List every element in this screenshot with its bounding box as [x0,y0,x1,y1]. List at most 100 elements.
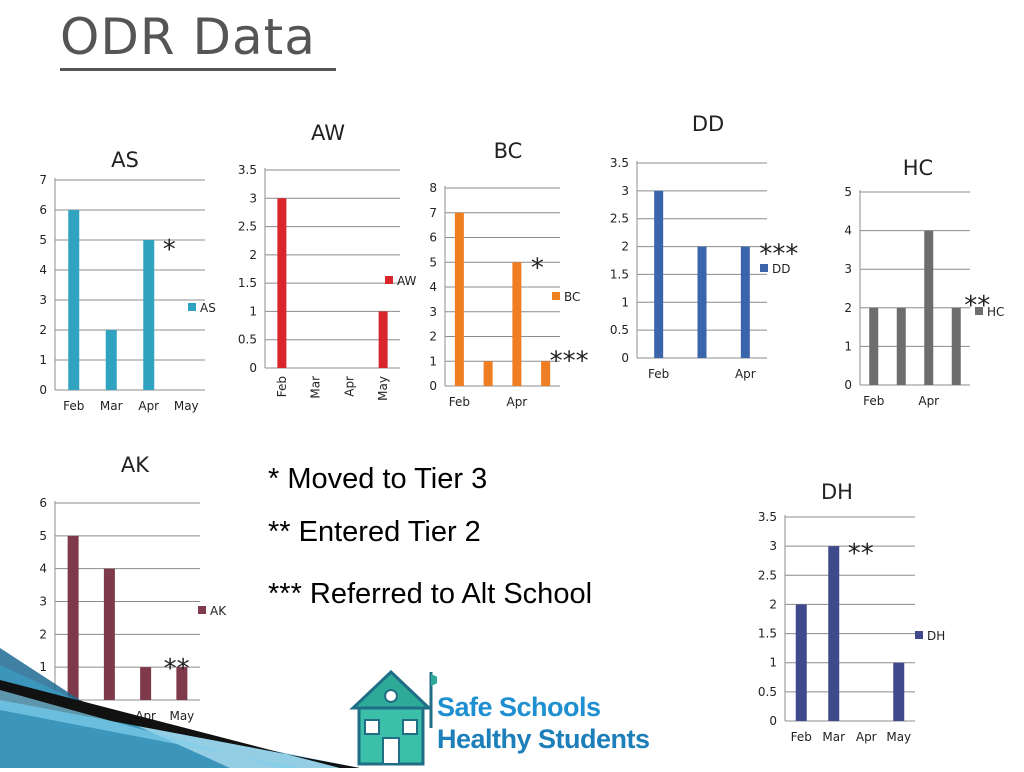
x-tick-label: Feb [63,399,84,413]
y-tick-label: 3 [769,539,777,553]
chart-title: BC [494,139,523,163]
y-tick-label: 0 [621,351,629,365]
y-tick-label: 3 [429,305,437,319]
legend-label: DD [772,262,790,276]
y-tick-label: 1 [844,339,852,353]
y-tick-label: 1.5 [758,627,777,641]
bar-apr [140,667,152,700]
x-tick-label: Apr [856,730,877,744]
legend-swatch [975,307,983,315]
note-alt-school: *** Referred to Alt School [268,578,593,610]
x-tick-label: Feb [449,395,470,409]
bar-feb [277,198,287,368]
y-tick-label: 5 [39,233,47,247]
x-tick-label: May [886,730,911,744]
y-tick-label: 0 [429,379,437,393]
safe-schools-logo: Safe Schools Healthy Students [345,668,650,768]
bar-mar [697,246,707,358]
bar-feb [454,212,464,386]
x-tick-label: Feb [275,376,289,397]
y-tick-label: 2.5 [610,212,629,226]
x-tick-label: Mar [822,730,845,744]
y-tick-label: 4 [39,562,47,576]
title-underline [60,68,336,71]
y-tick-label: 2 [429,330,437,344]
y-tick-label: 6 [39,203,47,217]
bar-feb [869,307,879,385]
y-tick-label: 1 [39,353,47,367]
x-tick-label: Apr [918,394,939,408]
y-tick-label: 1 [621,295,629,309]
x-tick-label: May [174,399,199,413]
x-tick-label: Feb [863,394,884,408]
chart-title: DH [821,480,853,504]
legend-label: AS [200,301,216,315]
chart-as: AS 0 1 2 3 4 5 6 7 Feb Mar Apr May AS * [39,148,216,413]
bar-apr [512,262,522,386]
bar-feb [654,190,664,358]
chart-title: DD [692,112,724,136]
bar-mar [828,546,840,721]
bar-may [951,307,961,385]
bar-mar [105,330,117,390]
note-tier3: * Moved to Tier 3 [268,463,488,495]
y-tick-label: 3 [844,262,852,276]
x-tick-label: Apr [138,399,159,413]
y-tick-label: 3 [39,293,47,307]
legend-label: DH [927,629,945,643]
annotation-asterisk: *** [759,240,798,270]
y-tick-label: 0.5 [758,685,777,699]
y-tick-label: 1.5 [238,276,257,290]
y-tick-label: 5 [39,529,47,543]
annotation-asterisk: ** [964,291,990,321]
x-tick-label: Apr [506,395,527,409]
logo-line2: Healthy Students [437,724,650,754]
legend-swatch [385,276,393,284]
y-tick-label: 4 [844,224,852,238]
y-tick-label: 2 [39,323,47,337]
legend-label: AW [397,274,417,288]
note-tier2: ** Entered Tier 2 [268,516,481,548]
x-tick-label: Feb [791,730,812,744]
y-tick-label: 1 [39,660,47,674]
y-tick-label: 2 [621,240,629,254]
y-tick-label: 3.5 [758,510,777,524]
chart-title: AW [311,121,345,145]
y-tick-label: 0 [844,378,852,392]
legend-swatch [915,631,923,639]
y-tick-label: 2.5 [758,568,777,582]
chart-title: HC [903,156,933,180]
legend-label: BC [564,290,580,304]
annotation-asterisk: * [163,235,176,265]
y-tick-label: 6 [429,231,437,245]
schoolhouse-icon [349,669,445,766]
bar-may [176,667,188,700]
y-tick-label: 2 [39,627,47,641]
legend-swatch [198,606,206,614]
annotation-asterisk: ** [164,654,190,684]
y-tick-label: 1 [769,656,777,670]
corner-swoosh [0,648,360,768]
y-tick-label: 2 [844,301,852,315]
x-tick-label: May [169,709,194,723]
x-tick-label: Mar [309,376,323,399]
legend-swatch [760,264,768,272]
bar-apr [924,230,934,385]
bar-mar [483,361,493,386]
bar-mar [103,568,115,700]
y-tick-label: 7 [39,173,47,187]
x-tick-label: Apr [735,367,756,381]
chart-ak: AK0123456FebMarAprMayAK** [39,453,227,723]
y-tick-label: 2 [769,597,777,611]
y-tick-label: 1 [429,354,437,368]
bar-may [893,662,905,721]
legend-swatch [188,303,196,311]
x-tick-label: Feb [648,367,669,381]
bar-feb [67,535,79,700]
y-tick-label: 1 [249,304,257,318]
legend-label: AK [210,604,227,618]
y-tick-label: 3 [621,184,629,198]
y-tick-label: 4 [39,263,47,277]
